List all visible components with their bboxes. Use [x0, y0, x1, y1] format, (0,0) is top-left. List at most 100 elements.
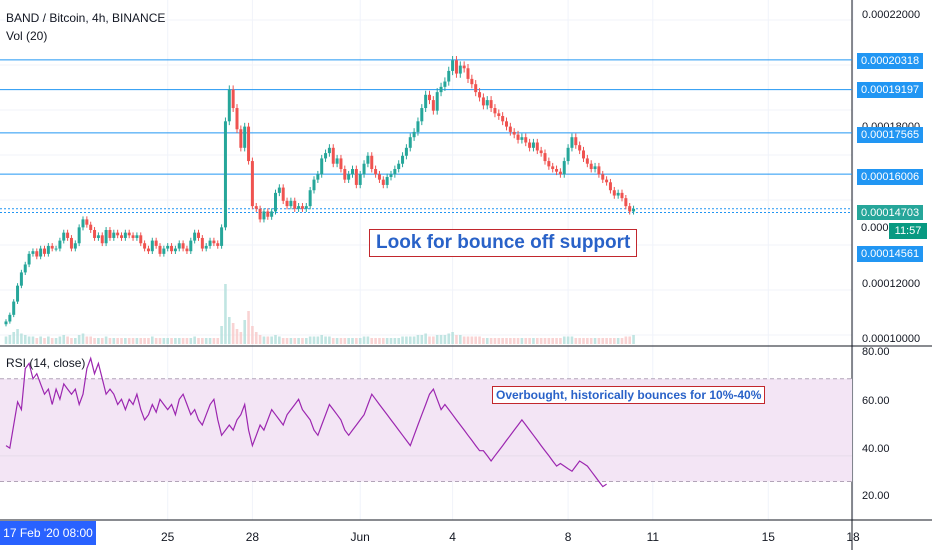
- volume-bar: [281, 338, 285, 344]
- candle-body: [404, 147, 408, 156]
- volume-bar: [586, 338, 589, 344]
- candle-body: [104, 230, 108, 244]
- candle-body: [116, 232, 120, 236]
- volume-bar: [524, 338, 528, 344]
- volume-bar: [289, 338, 293, 344]
- volume-bar: [247, 311, 250, 344]
- volume-bar: [597, 338, 601, 344]
- price-tick-label: 0.00010000: [862, 333, 921, 345]
- candle-body: [120, 235, 123, 238]
- volume-bar: [231, 323, 235, 344]
- candle-body: [389, 174, 393, 177]
- volume-bar: [216, 338, 220, 344]
- candle-body: [247, 126, 251, 162]
- volume-bar: [62, 335, 66, 344]
- candle-body: [408, 137, 412, 148]
- candle-body: [555, 169, 559, 172]
- chart-title: BAND / Bitcoin, 4h, BINANCE: [6, 11, 166, 25]
- volume-bar: [382, 338, 385, 344]
- volume-bar: [104, 336, 108, 344]
- candle-body: [516, 134, 520, 140]
- volume-bar: [501, 338, 504, 344]
- volume-bar: [8, 335, 12, 344]
- candle-body: [200, 237, 204, 249]
- volume-bar: [258, 335, 262, 344]
- candle-body: [19, 272, 23, 286]
- volume-bar: [204, 338, 208, 344]
- candle-body: [93, 230, 97, 238]
- candle-body: [497, 113, 501, 116]
- candle-body: [343, 169, 347, 180]
- candle-body: [412, 131, 416, 138]
- candle-body: [574, 137, 578, 146]
- candle-body: [297, 206, 301, 209]
- candle-body: [578, 145, 582, 151]
- level-tag: 0.00020318: [857, 53, 924, 69]
- candle-body: [347, 174, 351, 180]
- level-tag: 0.00014703: [857, 205, 924, 221]
- volume-bar: [43, 338, 46, 344]
- candle-body: [628, 206, 632, 212]
- candle-body: [508, 126, 512, 132]
- volume-bar: [301, 338, 304, 344]
- volume-bar: [551, 338, 554, 344]
- volume-bar: [478, 336, 481, 344]
- volume-bar: [339, 338, 343, 344]
- volume-bar: [632, 335, 635, 344]
- candle-body: [397, 163, 401, 170]
- volume-bar: [308, 336, 312, 344]
- candle-body: [270, 211, 274, 217]
- volume-bar: [482, 338, 485, 344]
- candle-body: [351, 169, 354, 175]
- volume-bar: [370, 338, 374, 344]
- volume-bar: [174, 338, 177, 344]
- volume-bar: [389, 338, 393, 344]
- candle-body: [189, 240, 193, 252]
- volume-bar: [235, 329, 239, 344]
- candle-body: [566, 147, 570, 162]
- candle-body: [58, 240, 62, 249]
- candle-body: [543, 153, 547, 162]
- candle-body: [335, 158, 339, 164]
- candle-body: [258, 208, 262, 220]
- rsi-tick-label: 80.00: [862, 346, 890, 358]
- candle-body: [293, 200, 297, 209]
- candle-body: [381, 179, 385, 185]
- candle-body: [135, 235, 139, 238]
- volume-bar: [270, 336, 273, 344]
- candle-body: [366, 155, 370, 164]
- candle-body: [262, 211, 266, 220]
- volume-bar: [516, 338, 520, 344]
- candle-body: [428, 94, 431, 101]
- candle-body: [185, 248, 189, 252]
- price-tick-label: 0.00012000: [862, 278, 921, 290]
- candle-body: [539, 150, 543, 154]
- volume-bar: [220, 326, 223, 344]
- time-tick-label: Jun: [350, 530, 370, 544]
- candle-body: [478, 92, 482, 98]
- volume-bar: [285, 338, 289, 344]
- volume-bar: [135, 338, 139, 344]
- volume-bar: [54, 338, 58, 344]
- time-tick-label: 15: [761, 530, 775, 544]
- volume-bar: [316, 336, 320, 344]
- volume-bar: [432, 336, 435, 344]
- volume-bar: [505, 338, 508, 344]
- candle-body: [250, 161, 254, 207]
- candle-body: [616, 192, 620, 196]
- volume-bar: [489, 338, 493, 344]
- candle-body: [551, 166, 555, 170]
- volume-bar: [251, 326, 254, 344]
- candle-body: [358, 174, 362, 185]
- volume-bar: [262, 336, 266, 344]
- candle-body: [8, 314, 12, 322]
- volume-bar: [443, 335, 447, 344]
- candle-body: [170, 245, 174, 252]
- candle-body: [374, 169, 378, 175]
- volume-bar: [362, 336, 366, 344]
- volume-bar: [366, 336, 370, 344]
- volume-bar: [131, 338, 135, 344]
- volume-bar: [278, 336, 281, 344]
- candle-body: [393, 169, 397, 175]
